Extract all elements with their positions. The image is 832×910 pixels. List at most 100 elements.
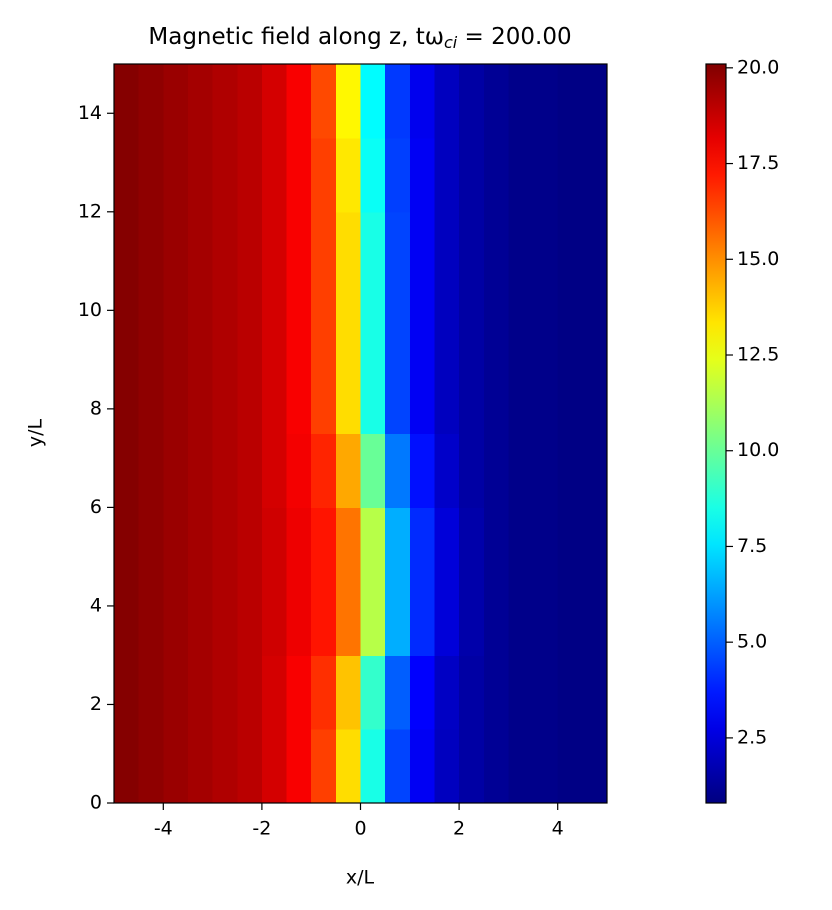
- heatmap-cell: [409, 507, 436, 582]
- heatmap-cell: [114, 655, 140, 730]
- heatmap-cell: [286, 655, 312, 730]
- heatmap-cell: [582, 137, 608, 213]
- heatmap-cell: [261, 359, 288, 435]
- title-part: = 200.00: [457, 24, 571, 50]
- heatmap-cell: [138, 137, 164, 213]
- x-tick-label: -2: [252, 818, 271, 840]
- heatmap-cell: [508, 655, 534, 730]
- heatmap-cell: [311, 507, 337, 582]
- heatmap-cell: [237, 359, 263, 435]
- heatmap-cell: [434, 137, 460, 213]
- heatmap-cell: [187, 211, 214, 287]
- heatmap-cell: [557, 359, 583, 435]
- heatmap-cell: [187, 655, 214, 730]
- chart-title: Magnetic field along z, tωci = 200.00: [148, 24, 571, 52]
- heatmap-cell: [163, 507, 189, 582]
- heatmap-cell: [138, 359, 164, 435]
- heatmap-cell: [409, 285, 436, 361]
- heatmap-cell: [533, 64, 559, 139]
- heatmap-cell: [385, 507, 411, 582]
- heatmap-cell: [286, 211, 312, 287]
- heatmap-cell: [261, 507, 288, 582]
- x-tick-label: -4: [154, 818, 173, 840]
- y-tick-label: 14: [78, 102, 102, 124]
- heatmap-cell: [483, 581, 509, 656]
- colorbar-tick-label: 5.0: [737, 631, 767, 653]
- heatmap-cell: [237, 433, 263, 508]
- colorbar-tick-label: 17.5: [737, 152, 779, 174]
- heatmap-cell: [286, 581, 312, 656]
- heatmap-cell: [557, 64, 583, 139]
- heatmap-cell: [335, 507, 362, 582]
- heatmap-cell: [508, 137, 534, 213]
- heatmap-cell: [286, 137, 312, 213]
- heatmap-cell: [557, 285, 583, 361]
- heatmap-cell: [533, 359, 559, 435]
- heatmap-cell: [237, 729, 263, 804]
- heatmap-cell: [261, 581, 288, 656]
- heatmap-cell: [459, 581, 485, 656]
- heatmap-cell: [286, 64, 312, 139]
- heatmap-cell: [212, 729, 238, 804]
- heatmap-cell: [212, 64, 238, 139]
- heatmap-cell: [434, 433, 460, 508]
- heatmap-cell: [187, 433, 214, 508]
- heatmap-cell: [163, 137, 189, 213]
- heatmap-cell: [163, 285, 189, 361]
- heatmap-cell: [385, 655, 411, 730]
- colorbar: [705, 63, 727, 804]
- heatmap-cell: [187, 729, 214, 804]
- heatmap-cell: [483, 211, 509, 287]
- heatmap-cell: [533, 137, 559, 213]
- heatmap-cell: [212, 655, 238, 730]
- heatmap-cell: [114, 729, 140, 804]
- heatmap-cell: [557, 507, 583, 582]
- heatmap-cell: [261, 729, 288, 804]
- heatmap-cell: [508, 359, 534, 435]
- colorbar-tick-label: 12.5: [737, 344, 779, 366]
- heatmap-cell: [237, 285, 263, 361]
- heatmap-cell: [311, 64, 337, 139]
- heatmap-cell: [187, 507, 214, 582]
- heatmap-cell: [557, 137, 583, 213]
- heatmap-cell: [114, 581, 140, 656]
- heatmap-cell: [582, 285, 608, 361]
- heatmap-cell: [212, 285, 238, 361]
- heatmap-cell: [483, 507, 509, 582]
- heatmap-cell: [138, 211, 164, 287]
- heatmap-cell: [163, 211, 189, 287]
- heatmap-cell: [533, 655, 559, 730]
- heatmap-cell: [557, 211, 583, 287]
- heatmap-cell: [434, 729, 460, 804]
- heatmap-cell: [434, 655, 460, 730]
- heatmap-cell: [114, 507, 140, 582]
- heatmap-cell: [237, 581, 263, 656]
- heatmap-cell: [409, 137, 436, 213]
- heatmap-cell: [533, 507, 559, 582]
- heatmap-cell: [114, 211, 140, 287]
- heatmap-cell: [434, 285, 460, 361]
- colorbar-tick-label: 10.0: [737, 439, 779, 461]
- heatmap-cell: [261, 137, 288, 213]
- heatmap-cell: [335, 729, 362, 804]
- heatmap-cell: [360, 433, 386, 508]
- heatmap-cell: [335, 581, 362, 656]
- colorbar-tick-label: 15.0: [737, 248, 779, 270]
- heatmap-cell: [286, 433, 312, 508]
- heatmap-cell: [163, 581, 189, 656]
- heatmap-cell: [311, 433, 337, 508]
- heatmap-cell: [434, 211, 460, 287]
- heatmap-cell: [533, 211, 559, 287]
- y-tick-label: 0: [90, 792, 102, 814]
- heatmap-cell: [409, 729, 436, 804]
- heatmap-cell: [508, 285, 534, 361]
- y-tick-label: 12: [78, 200, 102, 222]
- heatmap-cell: [138, 581, 164, 656]
- heatmap-cell: [163, 433, 189, 508]
- heatmap-cell: [360, 729, 386, 804]
- heatmap-cell: [483, 433, 509, 508]
- heatmap-cell: [237, 211, 263, 287]
- heatmap-cell: [237, 655, 263, 730]
- y-tick-label: 2: [90, 693, 102, 715]
